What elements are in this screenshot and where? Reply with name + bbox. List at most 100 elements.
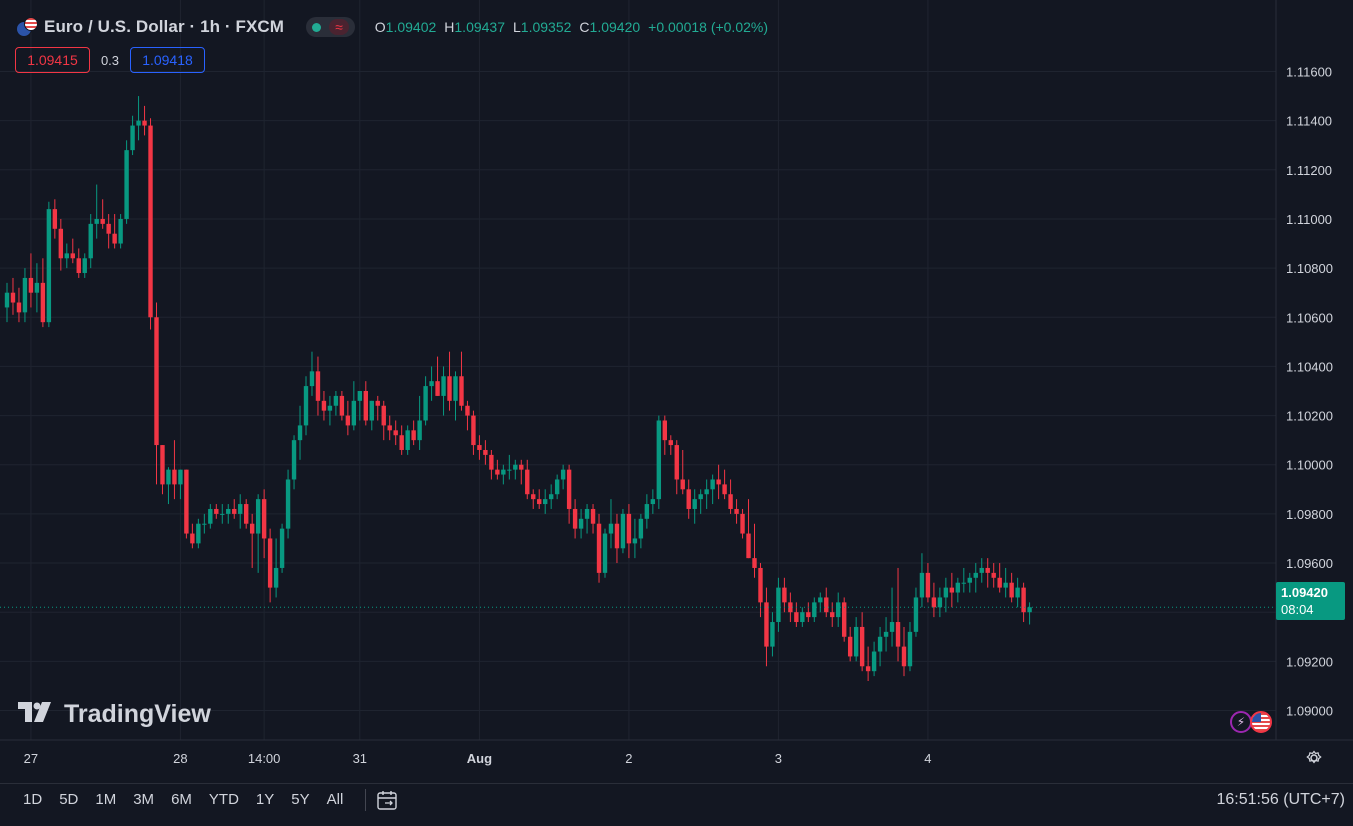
candle[interactable]	[608, 499, 614, 549]
candle[interactable]	[967, 572, 972, 593]
candle[interactable]	[746, 499, 751, 559]
candle[interactable]	[22, 268, 28, 323]
candle[interactable]	[477, 435, 482, 460]
candle[interactable]	[656, 415, 662, 509]
go-to-date-calendar-icon[interactable]	[376, 789, 398, 811]
candle[interactable]	[321, 391, 327, 421]
candle[interactable]	[740, 508, 745, 539]
candle[interactable]	[1009, 572, 1014, 603]
candle[interactable]	[602, 528, 608, 578]
candle[interactable]	[794, 602, 799, 627]
candle[interactable]	[124, 140, 129, 224]
candle[interactable]	[232, 499, 237, 519]
candle[interactable]	[495, 459, 500, 480]
candle[interactable]	[596, 513, 602, 583]
candle[interactable]	[357, 391, 363, 421]
candle[interactable]	[166, 467, 171, 505]
candle[interactable]	[34, 263, 40, 313]
candle[interactable]	[895, 567, 901, 662]
candle[interactable]	[668, 435, 673, 455]
candle[interactable]	[572, 499, 578, 539]
candle[interactable]	[812, 597, 817, 623]
candle[interactable]	[686, 479, 691, 519]
tradingview-watermark[interactable]: TradingView	[18, 700, 211, 729]
candle[interactable]	[590, 504, 596, 534]
candle[interactable]	[267, 528, 273, 603]
range-6m-button[interactable]: 6M	[171, 791, 192, 808]
candle[interactable]	[650, 489, 656, 514]
candle[interactable]	[70, 238, 75, 264]
sell-button[interactable]: 1.09415	[15, 47, 90, 73]
candle[interactable]	[698, 489, 703, 514]
candle[interactable]	[220, 504, 225, 524]
candle[interactable]	[190, 523, 195, 549]
candle[interactable]	[148, 118, 153, 330]
candle[interactable]	[722, 469, 727, 500]
candle[interactable]	[327, 395, 333, 426]
candle[interactable]	[519, 459, 524, 485]
candle[interactable]	[847, 626, 853, 662]
candle[interactable]	[662, 415, 667, 455]
candle[interactable]	[453, 371, 458, 421]
candle[interactable]	[1015, 577, 1020, 608]
candle[interactable]	[853, 617, 859, 662]
candle[interactable]	[387, 415, 392, 441]
candle[interactable]	[513, 459, 518, 480]
candle[interactable]	[734, 499, 739, 524]
candle[interactable]	[554, 474, 560, 500]
candle[interactable]	[548, 484, 554, 509]
candle[interactable]	[130, 115, 135, 156]
chart-settings-gear-icon[interactable]	[1304, 748, 1324, 768]
candle[interactable]	[435, 356, 440, 396]
candle[interactable]	[76, 248, 81, 278]
candle[interactable]	[489, 449, 494, 480]
candle[interactable]	[525, 459, 530, 500]
candle[interactable]	[955, 577, 961, 603]
candle[interactable]	[692, 489, 697, 524]
candle[interactable]	[64, 243, 69, 269]
candle[interactable]	[46, 201, 52, 328]
candle[interactable]	[949, 572, 955, 608]
candle[interactable]	[1021, 582, 1026, 623]
candle[interactable]	[447, 351, 452, 411]
candle[interactable]	[261, 489, 267, 559]
candle[interactable]	[889, 587, 895, 647]
candle[interactable]	[842, 597, 847, 642]
range-5d-button[interactable]: 5D	[59, 791, 79, 808]
candle[interactable]	[249, 513, 255, 568]
candle[interactable]	[901, 626, 907, 677]
market-status[interactable]: ≈	[306, 17, 355, 37]
candle[interactable]	[632, 518, 638, 559]
candle[interactable]	[94, 184, 99, 239]
candle[interactable]	[877, 626, 883, 667]
candle[interactable]	[614, 513, 620, 564]
candle[interactable]	[244, 499, 249, 529]
range-ytd-button[interactable]: YTD	[208, 791, 239, 808]
range-3m-button[interactable]: 3M	[133, 791, 155, 808]
candle[interactable]	[405, 425, 410, 455]
candle[interactable]	[291, 435, 297, 490]
candle[interactable]	[776, 577, 781, 632]
candle[interactable]	[208, 504, 213, 529]
range-1y-button[interactable]: 1Y	[255, 791, 275, 808]
candle[interactable]	[411, 420, 416, 446]
candle[interactable]	[255, 494, 261, 573]
candle[interactable]	[1003, 567, 1008, 598]
candle[interactable]	[728, 479, 733, 514]
candle[interactable]	[925, 563, 931, 603]
candle[interactable]	[560, 464, 566, 490]
candle[interactable]	[919, 553, 925, 608]
candle[interactable]	[680, 449, 685, 495]
candle[interactable]	[973, 563, 978, 593]
candle[interactable]	[979, 558, 984, 583]
candle[interactable]	[806, 602, 811, 623]
candle[interactable]	[859, 612, 865, 672]
symbol-title[interactable]: Euro / U.S. Dollar · 1h · FXCM	[44, 17, 285, 36]
candle[interactable]	[345, 400, 351, 436]
candle[interactable]	[4, 282, 10, 323]
candle[interactable]	[381, 400, 386, 441]
candle[interactable]	[937, 587, 943, 618]
candle[interactable]	[483, 440, 488, 465]
candle[interactable]	[830, 602, 835, 627]
candle[interactable]	[333, 391, 339, 416]
